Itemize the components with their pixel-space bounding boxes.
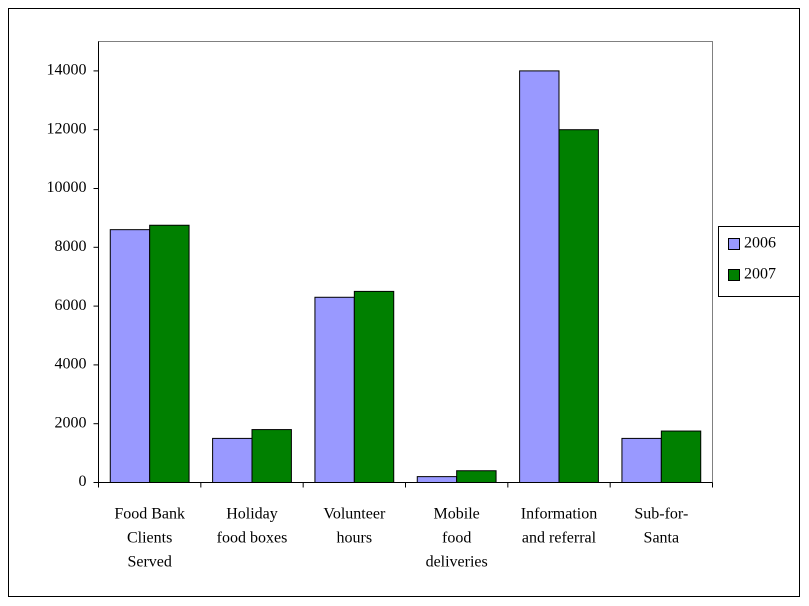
x-tick-label-line: hours — [337, 529, 373, 546]
bar — [212, 437, 253, 483]
x-tick-label-line: Information — [521, 505, 597, 522]
legend-swatch — [728, 269, 740, 281]
legend-label: 2006 — [744, 235, 776, 252]
bar — [149, 224, 190, 483]
x-tick-label-line: Holiday — [226, 505, 278, 522]
bar — [251, 429, 292, 483]
x-tick-label-line: and referral — [522, 529, 597, 546]
x-tick-label-line: Mobile — [434, 505, 480, 522]
x-tick-label: Mobile food deliveries — [426, 505, 488, 570]
x-tick-label-line: Served — [127, 553, 171, 570]
legend-label: 2007 — [744, 266, 776, 283]
y-tick-label: 0 — [79, 473, 87, 490]
y-tick-label: 8000 — [55, 238, 87, 255]
x-tick-label-line: Volunteer — [323, 505, 386, 522]
x-tick-label-line: Sub-for- — [634, 505, 688, 522]
y-tick-label: 2000 — [55, 414, 87, 431]
x-tick-label-line: Clients — [127, 529, 172, 546]
x-tick-label: Holiday food boxes — [217, 505, 288, 546]
x-tick-label: Information and referral — [521, 505, 597, 546]
x-tick-label: Volunteer hours — [323, 505, 386, 546]
x-tick-label-line: Food Bank — [114, 505, 185, 522]
x-tick-label-line: deliveries — [426, 553, 488, 570]
bar — [456, 470, 497, 483]
plot-area — [98, 41, 713, 483]
bar — [109, 229, 151, 483]
x-tick-label-line: Santa — [644, 529, 680, 546]
legend-swatch — [728, 238, 740, 250]
y-tick-label: 14000 — [47, 62, 87, 79]
x-tick-label: Food Bank Clients Served — [114, 505, 185, 570]
bar — [416, 476, 458, 483]
bar — [314, 296, 355, 483]
y-tick-label: 4000 — [55, 356, 87, 373]
y-tick-label: 10000 — [47, 179, 87, 196]
bar — [558, 129, 599, 483]
bar — [621, 437, 662, 483]
bar — [519, 70, 560, 484]
x-tick-label-line: food boxes — [217, 529, 288, 546]
x-tick-label: Sub-for- Santa — [634, 505, 688, 546]
bar — [353, 290, 395, 483]
bar — [660, 430, 702, 483]
x-tick-label-line: food — [442, 529, 471, 546]
y-tick-label: 12000 — [47, 120, 87, 137]
y-tick-label: 6000 — [55, 297, 87, 314]
